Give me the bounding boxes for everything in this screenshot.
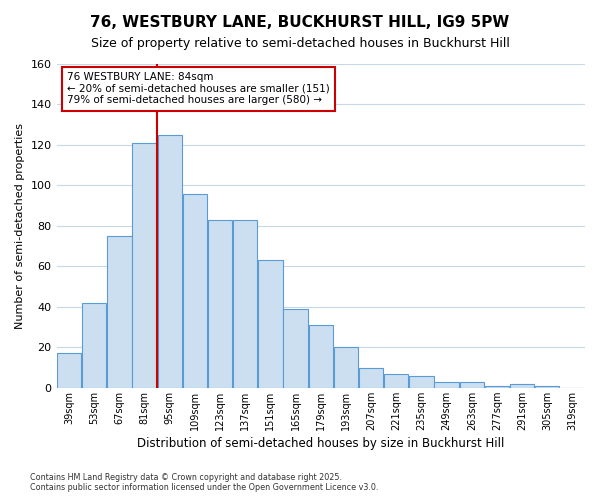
Bar [82, 303, 106, 388]
Bar [485, 386, 509, 388]
Bar [359, 368, 383, 388]
Bar [133, 143, 157, 388]
Bar [460, 382, 484, 388]
Y-axis label: Number of semi-detached properties: Number of semi-detached properties [15, 123, 25, 329]
Bar [183, 194, 207, 388]
Bar [434, 382, 459, 388]
Bar [334, 348, 358, 388]
Bar [510, 384, 534, 388]
Bar [535, 386, 559, 388]
Text: Contains HM Land Registry data © Crown copyright and database right 2025.
Contai: Contains HM Land Registry data © Crown c… [30, 473, 379, 492]
Bar [258, 260, 283, 388]
Bar [57, 354, 82, 388]
X-axis label: Distribution of semi-detached houses by size in Buckhurst Hill: Distribution of semi-detached houses by … [137, 437, 505, 450]
Text: 76 WESTBURY LANE: 84sqm
← 20% of semi-detached houses are smaller (151)
79% of s: 76 WESTBURY LANE: 84sqm ← 20% of semi-de… [67, 72, 330, 106]
Bar [233, 220, 257, 388]
Bar [384, 374, 409, 388]
Bar [107, 236, 131, 388]
Bar [208, 220, 232, 388]
Text: Size of property relative to semi-detached houses in Buckhurst Hill: Size of property relative to semi-detach… [91, 38, 509, 51]
Bar [308, 325, 333, 388]
Bar [158, 135, 182, 388]
Bar [283, 309, 308, 388]
Bar [409, 376, 434, 388]
Text: 76, WESTBURY LANE, BUCKHURST HILL, IG9 5PW: 76, WESTBURY LANE, BUCKHURST HILL, IG9 5… [91, 15, 509, 30]
